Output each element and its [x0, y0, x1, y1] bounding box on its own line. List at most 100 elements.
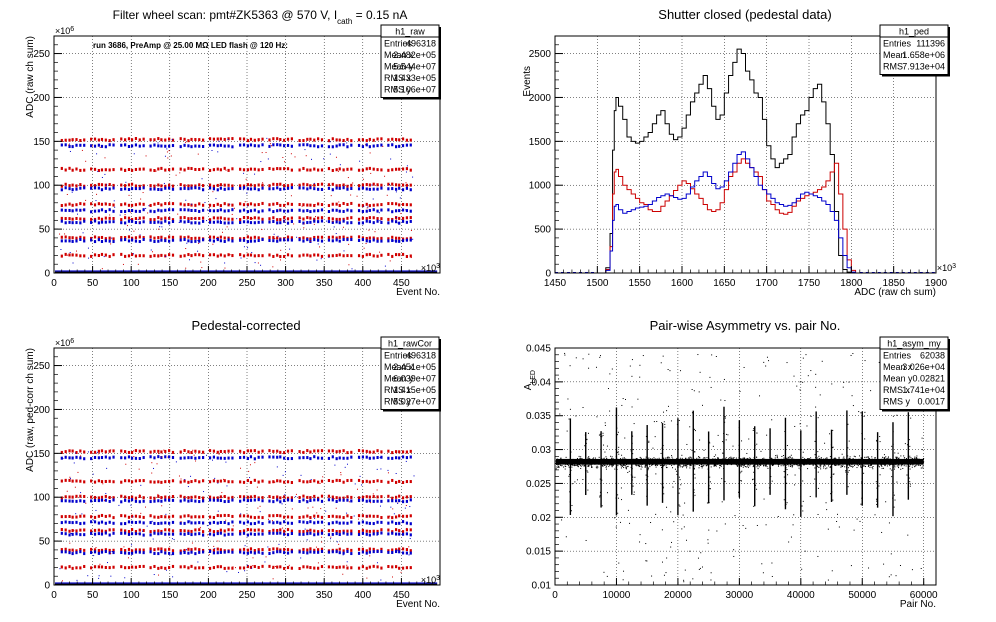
data-point: [268, 138, 271, 142]
data-point: [667, 456, 669, 458]
data-point: [361, 216, 364, 220]
data-point: [68, 217, 71, 221]
data-point: [775, 455, 777, 457]
data-point: [83, 514, 86, 518]
data-point: [558, 459, 560, 461]
data-point: [257, 515, 260, 519]
stats-label: Mean: [883, 50, 906, 60]
data-point: [577, 461, 579, 463]
data-point: [725, 461, 727, 463]
transition-point: [138, 468, 140, 470]
data-point: [906, 463, 908, 465]
data-point: [556, 464, 558, 466]
data-point: [598, 463, 600, 465]
data-point: [398, 514, 401, 518]
transition-point: [192, 449, 194, 451]
data-point: [306, 203, 309, 207]
data-point: [79, 499, 82, 503]
data-point: [342, 168, 345, 172]
data-point: [821, 459, 823, 461]
data-point: [298, 139, 301, 143]
data-point: [376, 456, 379, 460]
data-point: [391, 254, 394, 258]
data-point: [198, 550, 201, 554]
data-point: [286, 533, 290, 537]
data-point: [372, 221, 375, 225]
data-point: [777, 458, 779, 460]
data-point: [872, 465, 874, 467]
data-point: [608, 465, 610, 467]
data-point: [735, 462, 737, 464]
spike-point: [769, 461, 771, 463]
data-point: [365, 479, 368, 483]
data-point: [903, 465, 905, 467]
data-point: [592, 461, 594, 463]
data-point: [108, 533, 111, 537]
data-point: [219, 520, 222, 524]
transition-point: [390, 506, 392, 508]
data-point: [83, 552, 86, 556]
data-point: [783, 460, 785, 462]
data-point: [190, 167, 193, 171]
data-point: [290, 457, 293, 461]
data-point: [725, 457, 727, 459]
data-point: [656, 460, 658, 462]
data-point: [744, 463, 746, 465]
stats-label: RMS y: [384, 397, 412, 407]
data-point: [75, 236, 78, 240]
data-point: [350, 529, 353, 533]
transition-point: [319, 246, 321, 248]
data-point: [223, 450, 226, 454]
data-point: [246, 565, 249, 569]
data-point: [253, 138, 256, 142]
data-point: [179, 219, 182, 223]
data-point: [127, 235, 131, 239]
data-point: [760, 464, 762, 466]
data-point: [190, 254, 193, 258]
data-point: [881, 464, 883, 466]
data-point: [684, 461, 686, 463]
data-point: [309, 220, 312, 224]
data-point: [914, 466, 916, 468]
data-point: [921, 459, 923, 461]
data-point: [614, 459, 616, 461]
data-point: [317, 187, 320, 191]
data-point: [79, 479, 82, 483]
data-point: [878, 463, 880, 465]
data-point: [844, 458, 846, 460]
data-point: [650, 458, 652, 460]
data-point: [831, 463, 833, 465]
data-point: [68, 144, 71, 148]
data-point: [672, 458, 674, 460]
data-point: [809, 462, 811, 464]
transition-point: [376, 489, 378, 491]
data-point: [239, 480, 242, 484]
data-point: [208, 143, 212, 147]
spike-point: [645, 435, 647, 437]
transition-point: [133, 450, 135, 452]
data-point: [90, 479, 93, 483]
transition-point: [163, 182, 165, 184]
data-point: [190, 208, 193, 212]
data-point: [157, 455, 160, 459]
spike-point: [662, 481, 664, 483]
data-point: [257, 210, 260, 214]
data-point: [905, 465, 907, 467]
transition-point: [362, 178, 364, 180]
data-point: [239, 237, 242, 241]
transition-point: [137, 263, 139, 265]
panel-pedestal-corrected: Pedestal-corrected 0 50 100 150 200 250 300 350…: [25, 318, 441, 610]
spike-point: [692, 458, 694, 460]
data-point: [198, 209, 201, 213]
data-point: [138, 138, 141, 142]
data-point: [647, 463, 649, 465]
data-point: [376, 187, 379, 191]
data-point: [183, 216, 186, 220]
data-point: [64, 138, 67, 142]
data-point: [808, 460, 810, 462]
data-point: [290, 496, 293, 500]
data-point: [576, 459, 578, 461]
data-point: [755, 463, 757, 465]
data-point: [793, 462, 795, 464]
transition-point: [225, 519, 227, 521]
